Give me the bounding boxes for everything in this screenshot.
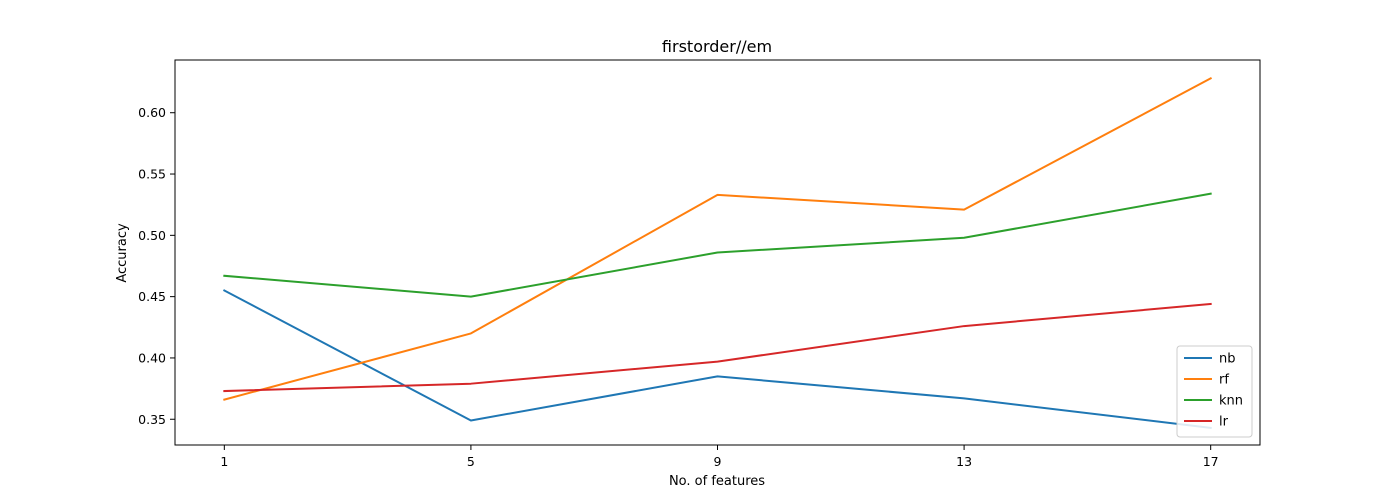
series-line-knn <box>223 192 1212 298</box>
y-tick-label: 0.40 <box>138 350 166 365</box>
x-tick-label: 17 <box>1203 454 1219 469</box>
legend-label-rf: rf <box>1219 373 1229 388</box>
x-tick-label: 5 <box>467 454 475 469</box>
legend-label-knn: knn <box>1219 394 1243 409</box>
legend: nb rf knn lr <box>1176 345 1253 438</box>
series-line-nb <box>222 289 1212 429</box>
y-tick-label: 0.55 <box>138 167 166 182</box>
plot-area: 1 5 9 13 17 0.35 0.40 0.45 0.50 0.55 0.60 <box>138 59 1261 469</box>
legend-label-nb: nb <box>1219 352 1236 367</box>
y-tick-label: 0.45 <box>138 289 166 304</box>
x-tick-label: 1 <box>220 454 228 469</box>
y-tick-label: 0.50 <box>138 228 166 243</box>
x-tick-label: 9 <box>714 454 722 469</box>
chart-title: firstorder//em <box>662 37 772 56</box>
x-tick-label: 13 <box>956 454 972 469</box>
legend-label-lr: lr <box>1219 415 1229 430</box>
y-tick-label: 0.60 <box>138 105 166 120</box>
series-line-lr <box>223 302 1212 393</box>
series-line-rf <box>223 77 1213 401</box>
y-axis-label: Accuracy <box>115 223 130 283</box>
x-axis-label: No. of features <box>669 474 765 489</box>
y-tick-label: 0.35 <box>138 412 166 427</box>
legend-box <box>1176 345 1253 438</box>
